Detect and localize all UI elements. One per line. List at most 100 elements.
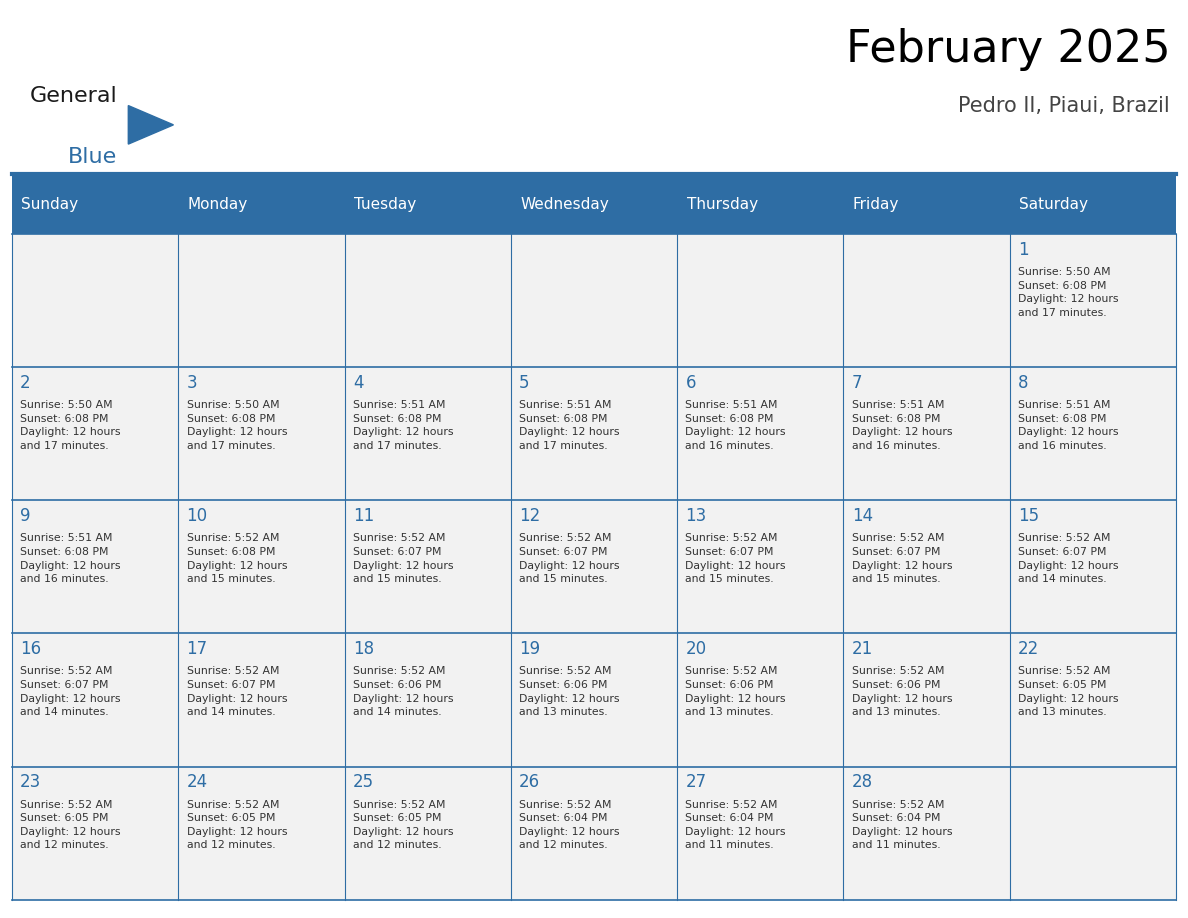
FancyBboxPatch shape	[1010, 633, 1176, 767]
Text: Blue: Blue	[68, 147, 116, 167]
FancyBboxPatch shape	[511, 633, 677, 767]
Text: Sunrise: 5:52 AM
Sunset: 6:07 PM
Daylight: 12 hours
and 14 minutes.: Sunrise: 5:52 AM Sunset: 6:07 PM Dayligh…	[20, 666, 121, 717]
FancyBboxPatch shape	[511, 767, 677, 900]
FancyBboxPatch shape	[12, 633, 178, 767]
FancyBboxPatch shape	[677, 767, 843, 900]
Text: Sunrise: 5:52 AM
Sunset: 6:05 PM
Daylight: 12 hours
and 12 minutes.: Sunrise: 5:52 AM Sunset: 6:05 PM Dayligh…	[20, 800, 121, 850]
Text: Sunrise: 5:52 AM
Sunset: 6:06 PM
Daylight: 12 hours
and 13 minutes.: Sunrise: 5:52 AM Sunset: 6:06 PM Dayligh…	[685, 666, 786, 717]
FancyBboxPatch shape	[178, 633, 345, 767]
Text: Sunrise: 5:52 AM
Sunset: 6:04 PM
Daylight: 12 hours
and 11 minutes.: Sunrise: 5:52 AM Sunset: 6:04 PM Dayligh…	[685, 800, 786, 850]
FancyBboxPatch shape	[511, 367, 677, 500]
Text: Pedro II, Piaui, Brazil: Pedro II, Piaui, Brazil	[959, 96, 1170, 117]
FancyBboxPatch shape	[677, 367, 843, 500]
Text: Sunrise: 5:51 AM
Sunset: 6:08 PM
Daylight: 12 hours
and 16 minutes.: Sunrise: 5:51 AM Sunset: 6:08 PM Dayligh…	[1018, 400, 1119, 451]
Text: Sunrise: 5:52 AM
Sunset: 6:07 PM
Daylight: 12 hours
and 14 minutes.: Sunrise: 5:52 AM Sunset: 6:07 PM Dayligh…	[1018, 533, 1119, 584]
Text: Sunrise: 5:52 AM
Sunset: 6:07 PM
Daylight: 12 hours
and 14 minutes.: Sunrise: 5:52 AM Sunset: 6:07 PM Dayligh…	[187, 666, 287, 717]
Text: Sunrise: 5:51 AM
Sunset: 6:08 PM
Daylight: 12 hours
and 17 minutes.: Sunrise: 5:51 AM Sunset: 6:08 PM Dayligh…	[519, 400, 620, 451]
FancyBboxPatch shape	[12, 174, 1176, 234]
FancyBboxPatch shape	[511, 500, 677, 633]
Text: 2: 2	[20, 374, 31, 392]
Text: Sunrise: 5:50 AM
Sunset: 6:08 PM
Daylight: 12 hours
and 17 minutes.: Sunrise: 5:50 AM Sunset: 6:08 PM Dayligh…	[1018, 267, 1119, 318]
Text: 27: 27	[685, 773, 707, 791]
FancyBboxPatch shape	[843, 633, 1010, 767]
Text: Sunrise: 5:52 AM
Sunset: 6:04 PM
Daylight: 12 hours
and 11 minutes.: Sunrise: 5:52 AM Sunset: 6:04 PM Dayligh…	[852, 800, 953, 850]
Text: 25: 25	[353, 773, 374, 791]
Text: Sunrise: 5:51 AM
Sunset: 6:08 PM
Daylight: 12 hours
and 16 minutes.: Sunrise: 5:51 AM Sunset: 6:08 PM Dayligh…	[20, 533, 121, 584]
FancyBboxPatch shape	[12, 767, 178, 900]
FancyBboxPatch shape	[12, 500, 178, 633]
Text: Sunrise: 5:52 AM
Sunset: 6:08 PM
Daylight: 12 hours
and 15 minutes.: Sunrise: 5:52 AM Sunset: 6:08 PM Dayligh…	[187, 533, 287, 584]
Text: Sunrise: 5:52 AM
Sunset: 6:06 PM
Daylight: 12 hours
and 13 minutes.: Sunrise: 5:52 AM Sunset: 6:06 PM Dayligh…	[852, 666, 953, 717]
Text: 6: 6	[685, 374, 696, 392]
Text: Sunrise: 5:52 AM
Sunset: 6:07 PM
Daylight: 12 hours
and 15 minutes.: Sunrise: 5:52 AM Sunset: 6:07 PM Dayligh…	[685, 533, 786, 584]
Text: Sunrise: 5:52 AM
Sunset: 6:07 PM
Daylight: 12 hours
and 15 minutes.: Sunrise: 5:52 AM Sunset: 6:07 PM Dayligh…	[852, 533, 953, 584]
Text: 13: 13	[685, 507, 707, 525]
Text: Monday: Monday	[188, 196, 248, 212]
FancyBboxPatch shape	[178, 500, 345, 633]
Text: 28: 28	[852, 773, 873, 791]
Text: Sunrise: 5:52 AM
Sunset: 6:05 PM
Daylight: 12 hours
and 13 minutes.: Sunrise: 5:52 AM Sunset: 6:05 PM Dayligh…	[1018, 666, 1119, 717]
Text: Sunrise: 5:50 AM
Sunset: 6:08 PM
Daylight: 12 hours
and 17 minutes.: Sunrise: 5:50 AM Sunset: 6:08 PM Dayligh…	[20, 400, 121, 451]
FancyBboxPatch shape	[345, 633, 511, 767]
Text: 24: 24	[187, 773, 208, 791]
Text: 1: 1	[1018, 241, 1029, 259]
FancyBboxPatch shape	[511, 234, 677, 367]
Text: February 2025: February 2025	[846, 28, 1170, 71]
FancyBboxPatch shape	[677, 234, 843, 367]
Text: Sunrise: 5:51 AM
Sunset: 6:08 PM
Daylight: 12 hours
and 16 minutes.: Sunrise: 5:51 AM Sunset: 6:08 PM Dayligh…	[685, 400, 786, 451]
Text: 26: 26	[519, 773, 541, 791]
Text: Sunrise: 5:52 AM
Sunset: 6:05 PM
Daylight: 12 hours
and 12 minutes.: Sunrise: 5:52 AM Sunset: 6:05 PM Dayligh…	[187, 800, 287, 850]
Text: 3: 3	[187, 374, 197, 392]
Text: 10: 10	[187, 507, 208, 525]
FancyBboxPatch shape	[843, 367, 1010, 500]
FancyBboxPatch shape	[345, 234, 511, 367]
Text: Sunrise: 5:52 AM
Sunset: 6:06 PM
Daylight: 12 hours
and 14 minutes.: Sunrise: 5:52 AM Sunset: 6:06 PM Dayligh…	[353, 666, 454, 717]
Text: General: General	[30, 85, 118, 106]
Text: Sunrise: 5:52 AM
Sunset: 6:04 PM
Daylight: 12 hours
and 12 minutes.: Sunrise: 5:52 AM Sunset: 6:04 PM Dayligh…	[519, 800, 620, 850]
Text: Wednesday: Wednesday	[520, 196, 609, 212]
FancyBboxPatch shape	[178, 767, 345, 900]
Text: Sunrise: 5:50 AM
Sunset: 6:08 PM
Daylight: 12 hours
and 17 minutes.: Sunrise: 5:50 AM Sunset: 6:08 PM Dayligh…	[187, 400, 287, 451]
Polygon shape	[128, 106, 173, 144]
Text: 12: 12	[519, 507, 541, 525]
Text: Saturday: Saturday	[1019, 196, 1088, 212]
FancyBboxPatch shape	[345, 367, 511, 500]
Text: Friday: Friday	[853, 196, 899, 212]
FancyBboxPatch shape	[178, 234, 345, 367]
Text: Sunrise: 5:52 AM
Sunset: 6:05 PM
Daylight: 12 hours
and 12 minutes.: Sunrise: 5:52 AM Sunset: 6:05 PM Dayligh…	[353, 800, 454, 850]
Text: 20: 20	[685, 640, 707, 658]
Text: Sunrise: 5:51 AM
Sunset: 6:08 PM
Daylight: 12 hours
and 17 minutes.: Sunrise: 5:51 AM Sunset: 6:08 PM Dayligh…	[353, 400, 454, 451]
Text: Sunrise: 5:51 AM
Sunset: 6:08 PM
Daylight: 12 hours
and 16 minutes.: Sunrise: 5:51 AM Sunset: 6:08 PM Dayligh…	[852, 400, 953, 451]
FancyBboxPatch shape	[178, 367, 345, 500]
Text: Sunrise: 5:52 AM
Sunset: 6:06 PM
Daylight: 12 hours
and 13 minutes.: Sunrise: 5:52 AM Sunset: 6:06 PM Dayligh…	[519, 666, 620, 717]
FancyBboxPatch shape	[843, 234, 1010, 367]
FancyBboxPatch shape	[1010, 234, 1176, 367]
Text: 15: 15	[1018, 507, 1040, 525]
FancyBboxPatch shape	[677, 633, 843, 767]
FancyBboxPatch shape	[12, 367, 178, 500]
Text: 4: 4	[353, 374, 364, 392]
Text: Thursday: Thursday	[687, 196, 758, 212]
FancyBboxPatch shape	[843, 500, 1010, 633]
Text: Sunrise: 5:52 AM
Sunset: 6:07 PM
Daylight: 12 hours
and 15 minutes.: Sunrise: 5:52 AM Sunset: 6:07 PM Dayligh…	[519, 533, 620, 584]
Text: Tuesday: Tuesday	[354, 196, 416, 212]
FancyBboxPatch shape	[345, 500, 511, 633]
Text: 22: 22	[1018, 640, 1040, 658]
FancyBboxPatch shape	[677, 500, 843, 633]
Text: 7: 7	[852, 374, 862, 392]
FancyBboxPatch shape	[1010, 367, 1176, 500]
Text: 5: 5	[519, 374, 530, 392]
Text: 16: 16	[20, 640, 42, 658]
Text: 21: 21	[852, 640, 873, 658]
Text: 19: 19	[519, 640, 541, 658]
Text: 17: 17	[187, 640, 208, 658]
Text: 9: 9	[20, 507, 31, 525]
Text: 14: 14	[852, 507, 873, 525]
Text: 18: 18	[353, 640, 374, 658]
FancyBboxPatch shape	[1010, 767, 1176, 900]
Text: 23: 23	[20, 773, 42, 791]
Text: 11: 11	[353, 507, 374, 525]
FancyBboxPatch shape	[12, 234, 178, 367]
FancyBboxPatch shape	[345, 767, 511, 900]
Text: 8: 8	[1018, 374, 1029, 392]
